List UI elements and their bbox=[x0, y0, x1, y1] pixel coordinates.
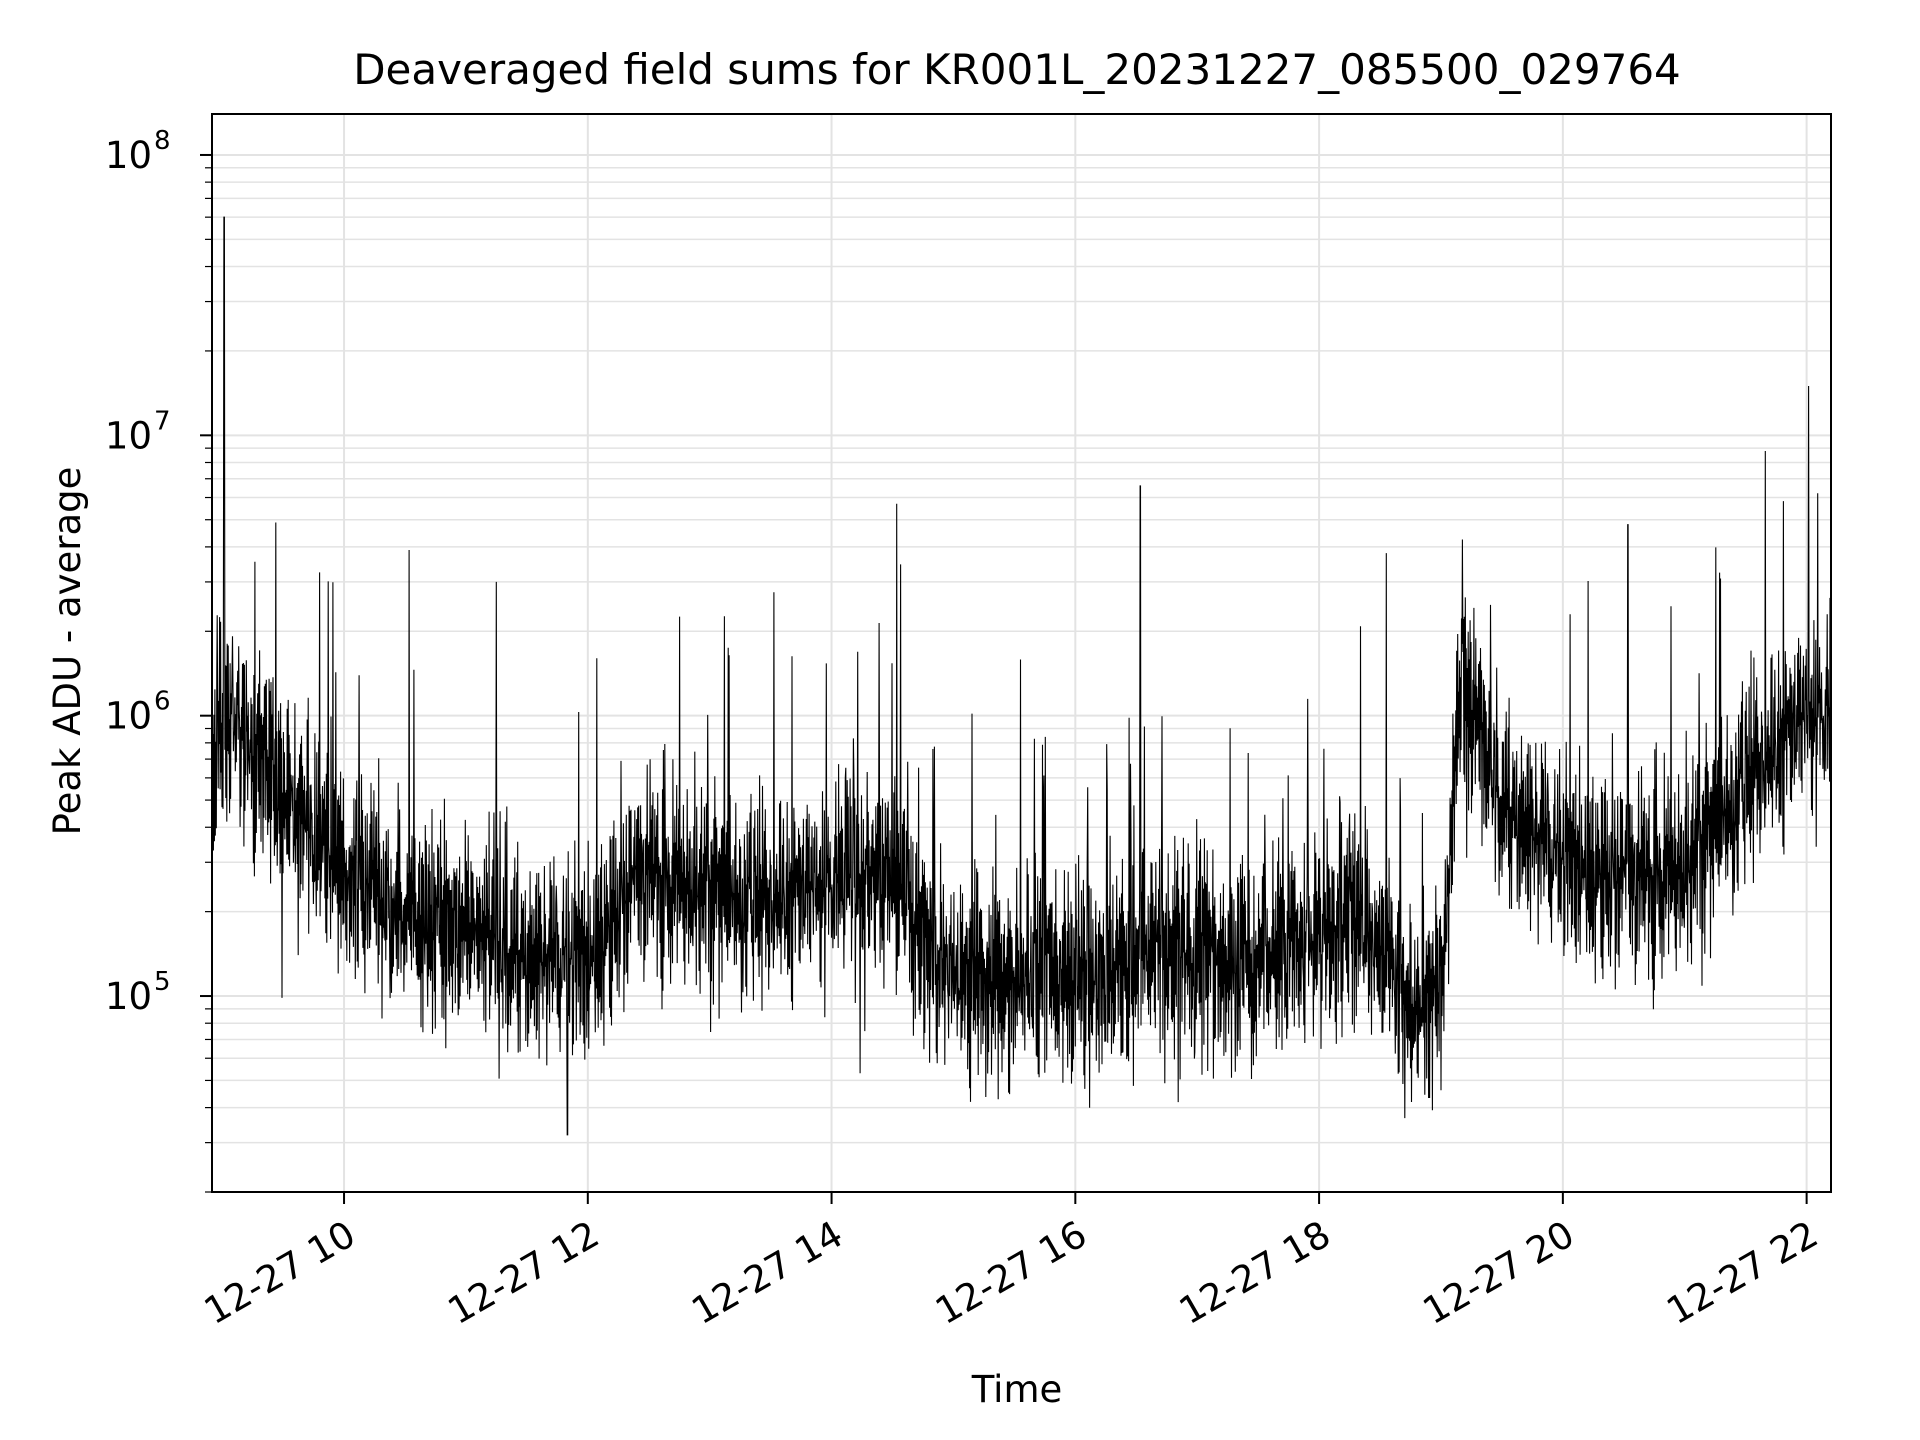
series-line bbox=[211, 167, 1832, 1136]
y-axis-label: Peak ADU - average bbox=[46, 467, 89, 836]
y-tick-label: 10 bbox=[105, 975, 152, 1018]
x-axis-label: Time bbox=[971, 1368, 1063, 1411]
major-gridlines bbox=[212, 114, 1831, 1192]
y-tick-label-exponent: 8 bbox=[154, 126, 171, 156]
y-tick-label-exponent: 7 bbox=[154, 406, 171, 436]
y-tick-label: 10 bbox=[105, 695, 152, 738]
y-tick-label-exponent: 5 bbox=[154, 967, 171, 997]
chart-title: Deaveraged field sums for KR001L_2023122… bbox=[353, 45, 1681, 94]
y-tick-label-exponent: 6 bbox=[154, 687, 171, 717]
plot-frame bbox=[211, 113, 1832, 1193]
y-tick-label: 10 bbox=[105, 134, 152, 177]
y-tick-label: 10 bbox=[105, 414, 152, 457]
